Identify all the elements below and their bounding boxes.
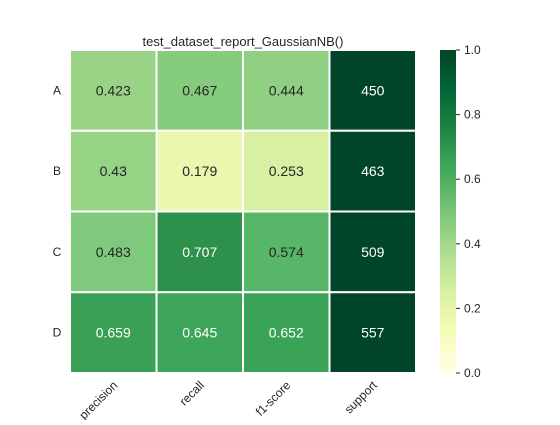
colorbar-tick-label: 0.6	[464, 172, 481, 186]
heatmap-cell	[328, 49, 417, 132]
row-label: A	[53, 83, 61, 97]
heatmap-cell	[155, 291, 244, 374]
colorbar-tick-label: 0.2	[464, 301, 481, 315]
heatmap-cell	[69, 49, 158, 132]
cell-value-label: 557	[361, 325, 385, 341]
colorbar-tick-label: 1.0	[464, 43, 481, 57]
column-label: precision	[77, 378, 121, 420]
cell-value-label: 509	[361, 244, 385, 260]
cell-value-label: 0.483	[96, 244, 131, 260]
row-label: B	[53, 164, 61, 178]
cell-value-label: 0.423	[96, 82, 131, 98]
cell-value-label: 0.574	[269, 244, 304, 260]
cell-value-label: 0.652	[269, 325, 304, 341]
heatmap-cell	[155, 49, 244, 132]
heatmap-cell	[155, 129, 244, 213]
chart-title: test_dataset_report_GaussianNB()	[143, 34, 344, 49]
heatmap-cell	[328, 129, 417, 213]
cell-value-label: 0.444	[269, 82, 304, 98]
heatmap-cell	[155, 210, 244, 294]
cell-value-label: 0.707	[182, 244, 217, 260]
cell-value-label: 0.43	[100, 163, 127, 179]
heatmap-cell	[69, 291, 158, 374]
colorbar-tick-label: 0.4	[464, 237, 481, 251]
cell-value-label: 450	[361, 82, 385, 98]
column-label: recall	[177, 378, 207, 408]
heatmap-cell	[328, 210, 417, 294]
cell-value-label: 0.659	[96, 325, 131, 341]
column-label: support	[342, 378, 381, 417]
colorbar-tick-label: 0.0	[464, 366, 481, 380]
cell-value-label: 0.467	[182, 82, 217, 98]
heatmap-cell	[328, 291, 417, 374]
cell-value-label: 0.645	[182, 325, 217, 341]
cell-value-label: 0.253	[269, 163, 304, 179]
cell-value-label: 463	[361, 163, 385, 179]
colorbar-tick-label: 0.8	[464, 108, 481, 122]
colorbar	[440, 50, 456, 373]
row-label: C	[53, 245, 62, 259]
cell-value-label: 0.179	[182, 163, 217, 179]
row-label: D	[53, 326, 62, 340]
column-label: f1-score	[253, 378, 294, 419]
